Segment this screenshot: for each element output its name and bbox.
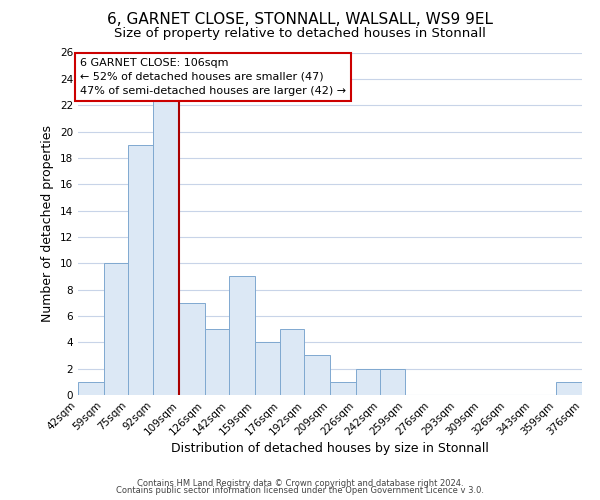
Text: 6, GARNET CLOSE, STONNALL, WALSALL, WS9 9EL: 6, GARNET CLOSE, STONNALL, WALSALL, WS9 … — [107, 12, 493, 28]
Bar — [229, 276, 254, 395]
Y-axis label: Number of detached properties: Number of detached properties — [41, 125, 55, 322]
Bar — [128, 144, 154, 395]
Bar — [356, 368, 380, 395]
X-axis label: Distribution of detached houses by size in Stonnall: Distribution of detached houses by size … — [171, 442, 489, 456]
Bar — [304, 356, 330, 395]
Bar — [179, 303, 205, 395]
Bar — [205, 329, 229, 395]
Bar — [154, 92, 179, 395]
Text: Contains public sector information licensed under the Open Government Licence v : Contains public sector information licen… — [116, 486, 484, 495]
Bar — [78, 382, 104, 395]
Text: 6 GARNET CLOSE: 106sqm
← 52% of detached houses are smaller (47)
47% of semi-det: 6 GARNET CLOSE: 106sqm ← 52% of detached… — [80, 58, 346, 96]
Bar — [280, 329, 304, 395]
Bar — [330, 382, 356, 395]
Bar — [254, 342, 280, 395]
Bar — [556, 382, 582, 395]
Text: Size of property relative to detached houses in Stonnall: Size of property relative to detached ho… — [114, 28, 486, 40]
Bar — [380, 368, 406, 395]
Bar — [104, 264, 128, 395]
Text: Contains HM Land Registry data © Crown copyright and database right 2024.: Contains HM Land Registry data © Crown c… — [137, 478, 463, 488]
